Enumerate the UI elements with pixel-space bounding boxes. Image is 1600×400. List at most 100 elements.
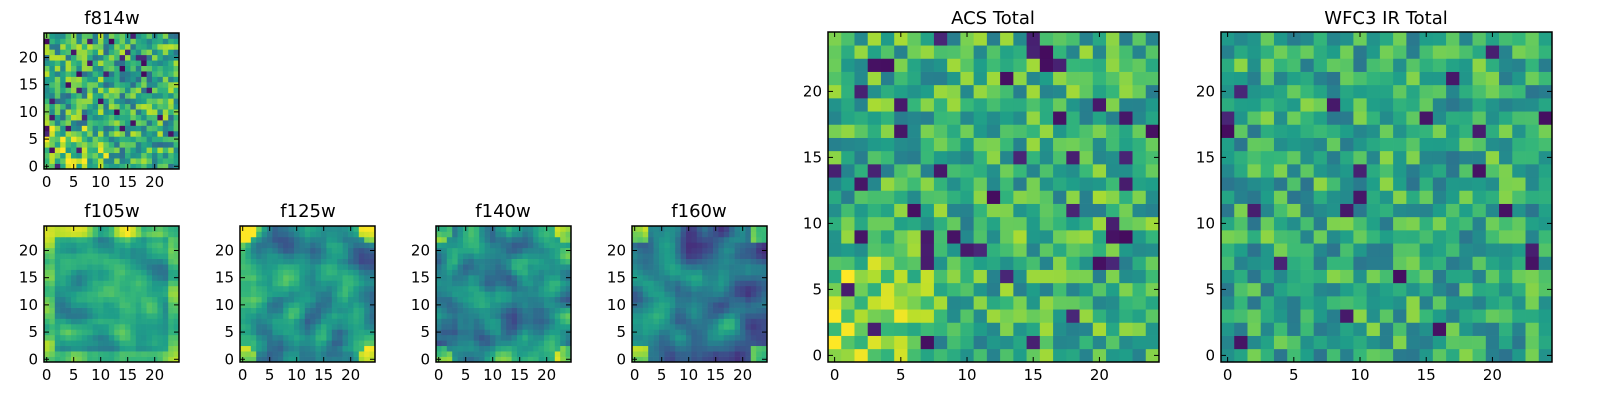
- heatmap-cell: [321, 329, 327, 336]
- heatmap-cell: [310, 236, 316, 243]
- heatmap-cell: [168, 141, 174, 148]
- heatmap-cell: [294, 280, 300, 287]
- heatmap-cell: [463, 340, 469, 347]
- heatmap-cell: [1287, 111, 1301, 125]
- heatmap-cell: [1432, 322, 1447, 336]
- heatmap-cell: [141, 136, 147, 143]
- heatmap-cell: [119, 345, 126, 352]
- heatmap-cell: [933, 230, 948, 244]
- heatmap-cell: [65, 264, 72, 270]
- heatmap-cell: [686, 247, 692, 254]
- heatmap-cell: [1525, 282, 1540, 297]
- heatmap-cell: [648, 296, 654, 303]
- heatmap-cell: [457, 242, 464, 249]
- heatmap-cell: [331, 307, 338, 314]
- heatmap-cell: [310, 351, 316, 357]
- heatmap-cell: [135, 313, 142, 319]
- heatmap-cell: [1234, 269, 1248, 284]
- heatmap-cell: [960, 111, 974, 125]
- heatmap-cell: [707, 231, 714, 238]
- heatmap-cell: [141, 54, 147, 61]
- heatmap-cell: [484, 280, 491, 287]
- heatmap-cell: [549, 318, 556, 325]
- heatmap-cell: [1459, 32, 1473, 46]
- heatmap-cell: [44, 242, 50, 249]
- heatmap-cell: [256, 274, 262, 281]
- heatmap-cell: [696, 280, 703, 287]
- heatmap-cell: [841, 309, 855, 323]
- heatmap-cell: [65, 329, 72, 336]
- heatmap-cell: [1053, 32, 1067, 46]
- heatmap-cell: [119, 258, 126, 265]
- heatmap-cell: [54, 345, 61, 352]
- heatmap-cell: [364, 258, 370, 265]
- heatmap-cell: [1459, 164, 1473, 178]
- heatmap-cell: [828, 84, 842, 99]
- heatmap-cell: [49, 247, 56, 254]
- heatmap-cell: [1119, 296, 1133, 310]
- heatmap-cell: [675, 334, 681, 341]
- heatmap-cell: [353, 323, 360, 330]
- heatmap-cell: [680, 345, 687, 352]
- heatmap-cell: [157, 163, 164, 170]
- heatmap-cell: [745, 231, 752, 238]
- heatmap-cell: [713, 247, 719, 254]
- heatmap-cell: [1366, 243, 1381, 257]
- heatmap-cell: [326, 274, 333, 281]
- heatmap-cell: [1221, 124, 1235, 138]
- heatmap-cell: [506, 302, 512, 308]
- heatmap-cell: [103, 236, 110, 243]
- heatmap-cell: [369, 313, 376, 319]
- heatmap-cell: [729, 247, 735, 254]
- heatmap-cell: [973, 71, 988, 86]
- heatmap-cell: [1053, 243, 1067, 257]
- heatmap-cell: [1079, 282, 1094, 297]
- heatmap-cell: [65, 253, 72, 259]
- heatmap-cell: [326, 351, 333, 357]
- heatmap-cell: [125, 92, 131, 99]
- heatmap-cell: [1313, 243, 1328, 257]
- heatmap-cell: [1145, 322, 1160, 336]
- heatmap-cell: [756, 242, 762, 249]
- heatmap-cell: [65, 87, 72, 94]
- heatmap-cell: [669, 340, 676, 347]
- heatmap-cell: [490, 253, 496, 259]
- heatmap-cell: [506, 291, 512, 298]
- heatmap-cell: [1234, 256, 1248, 270]
- heatmap-cell: [76, 296, 83, 303]
- heatmap-cell: [1326, 216, 1341, 231]
- heatmap-cell: [761, 285, 768, 292]
- heatmap-cell: [44, 318, 50, 325]
- heatmap-cell: [294, 307, 300, 314]
- heatmap-cell: [1432, 137, 1447, 152]
- heatmap-cell: [648, 307, 654, 314]
- heatmap-cell: [250, 269, 257, 276]
- heatmap-cell: [1079, 137, 1094, 152]
- heatmap-cell: [1039, 150, 1054, 165]
- heatmap-cell: [517, 334, 523, 341]
- heatmap-cell: [538, 285, 545, 292]
- heatmap-cell: [65, 345, 72, 352]
- heatmap-cell: [87, 152, 93, 159]
- heatmap-cell: [108, 285, 115, 292]
- heatmap-cell: [125, 329, 131, 336]
- heatmap-cell: [1145, 203, 1160, 218]
- heatmap-cell: [696, 351, 703, 357]
- heatmap-cell: [277, 318, 284, 325]
- heatmap-cell: [256, 334, 262, 341]
- heatmap-cell: [60, 247, 66, 254]
- heatmap-cell: [92, 356, 99, 363]
- heatmap-cell: [256, 318, 262, 325]
- heatmap-cell: [65, 130, 72, 137]
- heatmap-cell: [87, 231, 93, 238]
- heatmap-cell: [81, 226, 88, 232]
- heatmap-cell: [369, 307, 376, 314]
- heatmap-cell: [637, 323, 644, 330]
- heatmap-cell: [841, 45, 855, 59]
- heatmap-cell: [637, 258, 644, 265]
- heatmap-cell: [87, 125, 93, 132]
- heatmap-cell: [60, 356, 66, 363]
- heatmap-cell: [642, 242, 649, 249]
- heatmap-cell: [880, 348, 895, 363]
- heatmap-cell: [880, 32, 895, 46]
